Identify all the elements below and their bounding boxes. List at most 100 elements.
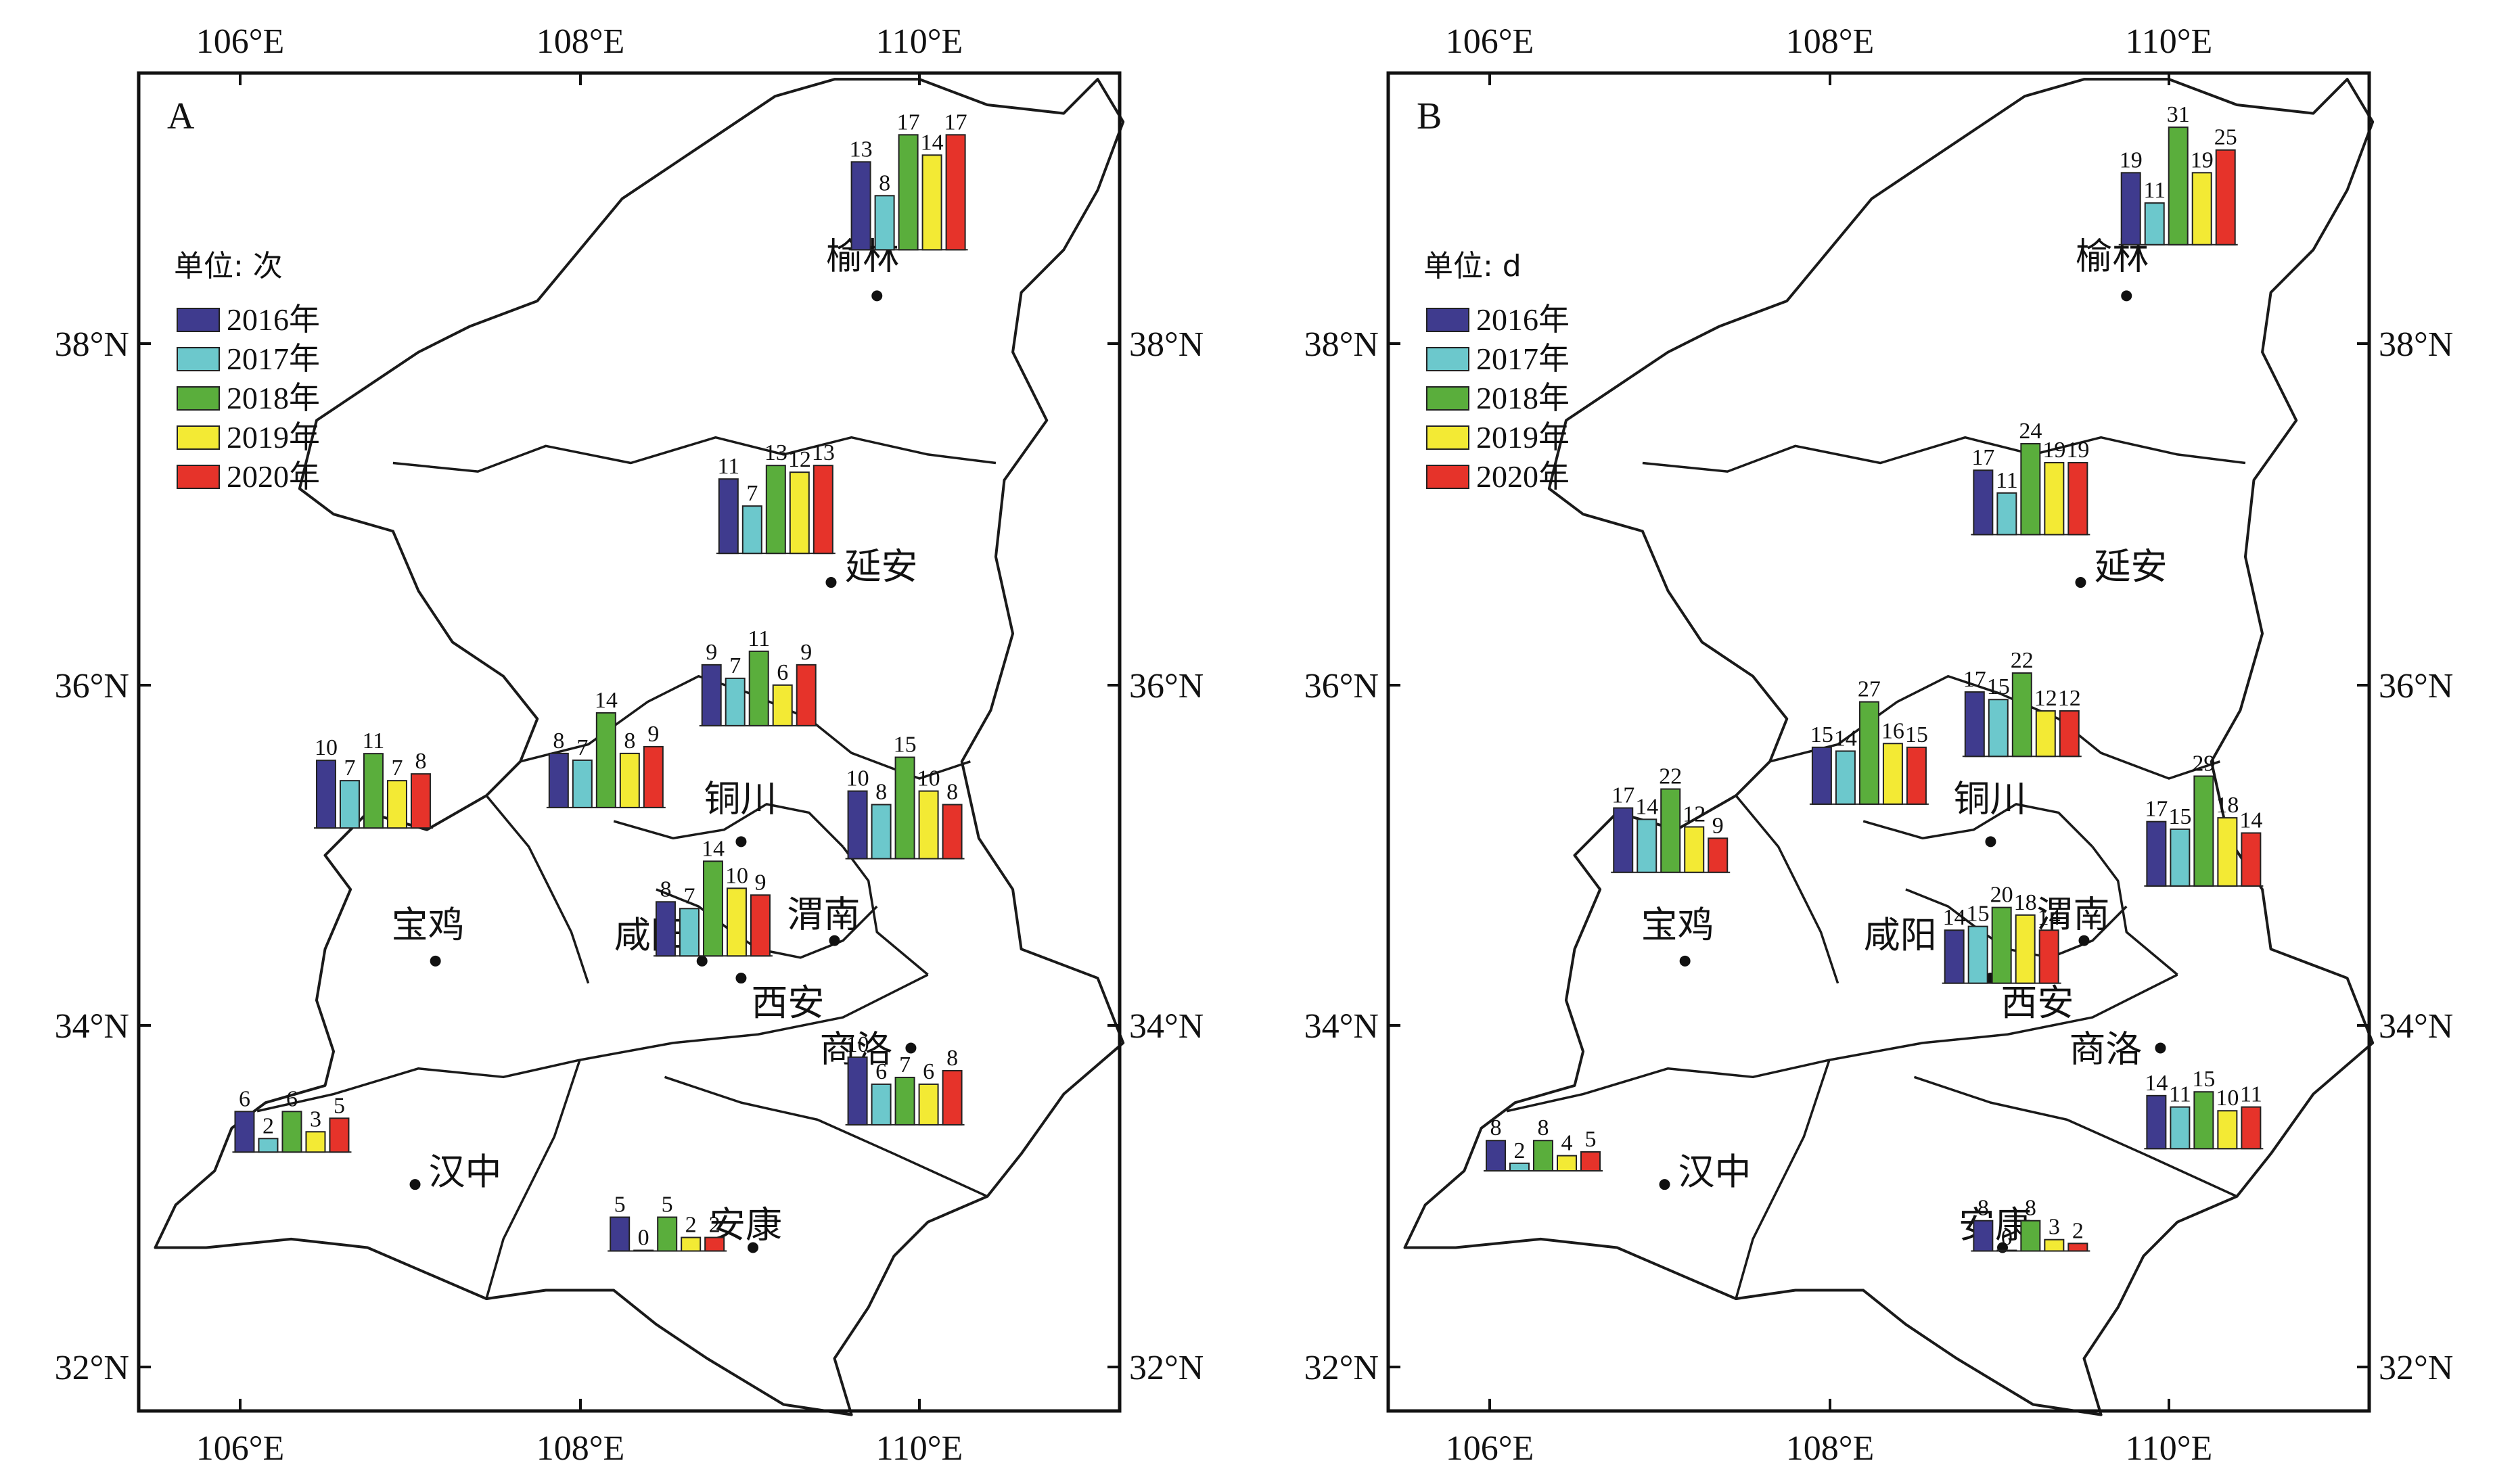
lon-tick-label-top: 106°E — [196, 22, 285, 61]
bar — [2191, 172, 2212, 246]
legend-swatch — [177, 425, 220, 450]
bar — [921, 154, 942, 251]
bar — [2168, 126, 2189, 246]
legend-swatch — [177, 308, 220, 332]
city-name-label: 宝鸡 — [392, 904, 465, 946]
bar — [619, 752, 640, 808]
legend-title: 单位: 次 — [174, 249, 283, 283]
bar-value-label: 8 — [1490, 1115, 1501, 1140]
bar — [2011, 672, 2032, 758]
bar — [1613, 807, 1634, 873]
legend-swatch — [1426, 308, 1469, 332]
bar — [2020, 443, 2041, 536]
city-name-label: 咸阳 — [614, 914, 687, 956]
city-name-label: 商洛 — [2069, 1027, 2142, 1070]
bar-value-label: 3 — [2049, 1215, 2060, 1240]
city-boundary — [485, 795, 590, 984]
bar — [2067, 1243, 2088, 1252]
lon-tick-label-bottom: 106°E — [1446, 1429, 1534, 1468]
bar — [1973, 1220, 1994, 1252]
lat-tick-label-left: 38°N — [55, 325, 129, 364]
bar-value-label: 11 — [1996, 468, 2018, 493]
bar-value-label: 17 — [897, 110, 920, 135]
bar — [610, 1216, 631, 1252]
city-name-label: 汉中 — [1678, 1151, 1752, 1193]
bar — [726, 887, 747, 957]
bar-value-label: 8 — [1537, 1115, 1549, 1140]
bar-value-label: 15 — [2168, 804, 2191, 829]
bar-value-label: 10 — [2216, 1086, 2239, 1111]
bar — [2215, 149, 2236, 246]
bar — [1835, 750, 1856, 805]
city-name-label: 西安 — [2000, 981, 2074, 1024]
lon-tick-label-top: 106°E — [1446, 22, 1534, 61]
bar-value-label: 7 — [899, 1052, 911, 1077]
bar — [2241, 832, 2262, 887]
bar-value-label: 12 — [788, 447, 811, 472]
bar-value-label: 8 — [946, 780, 958, 805]
bar-value-label: 0 — [638, 1226, 649, 1251]
bar — [386, 780, 407, 829]
bar-value-label: 7 — [576, 735, 588, 760]
bar-value-label: 9 — [754, 870, 766, 895]
bar — [750, 894, 771, 957]
lon-tick-label-bottom: 110°E — [2126, 1429, 2213, 1468]
bar-value-label: 14 — [702, 836, 725, 861]
bar-value-label: 6 — [286, 1086, 298, 1111]
bar-value-label: 11 — [2169, 1082, 2191, 1107]
bar-value-label: 6 — [875, 1059, 887, 1084]
bar-value-label: 22 — [1659, 764, 1682, 789]
bar — [679, 908, 700, 957]
lat-tick-label-right: 36°N — [1129, 667, 1204, 705]
bar-value-label: 7 — [344, 756, 355, 781]
bar-value-label: 14 — [1635, 794, 1658, 819]
bar — [942, 1069, 963, 1126]
city-name-label: 渭南 — [2037, 894, 2110, 936]
bar — [329, 1117, 350, 1153]
bar-value-label: 11 — [2240, 1082, 2262, 1107]
bar-value-label: 7 — [729, 653, 741, 678]
bar — [2144, 202, 2165, 246]
bar — [874, 195, 895, 251]
city-name-label: 汉中 — [429, 1151, 502, 1193]
city-boundary — [1913, 1075, 2238, 1198]
bar — [315, 760, 336, 829]
bar-value-label: 9 — [706, 640, 717, 665]
bar-value-label: 2 — [685, 1213, 697, 1238]
bar-value-label: 5 — [614, 1192, 626, 1218]
bar — [701, 664, 722, 726]
bar — [2120, 172, 2141, 246]
legend-item: 2016年 — [1476, 302, 1570, 337]
bar-value-label: 19 — [2042, 438, 2065, 463]
bar-value-label: 15 — [1967, 902, 1990, 927]
bar — [918, 1083, 939, 1126]
city-boundary — [842, 845, 929, 976]
city-name-label: 延安 — [844, 545, 917, 588]
legend-swatch — [177, 465, 220, 489]
legend-title: 单位: d — [1423, 249, 1522, 283]
bar-value-label: 24 — [2019, 419, 2042, 444]
legend-item: 2017年 — [227, 342, 320, 376]
city-dot — [2078, 935, 2090, 946]
city-boundary — [1769, 674, 2220, 780]
bar — [281, 1111, 302, 1153]
bar — [2170, 828, 2191, 887]
city-dot — [1659, 1179, 1670, 1190]
bar — [847, 1056, 868, 1126]
bar — [1973, 469, 1994, 536]
city-dot — [1679, 955, 1691, 967]
legend-item: 2016年 — [227, 302, 320, 337]
bar-value-label: 8 — [415, 749, 426, 774]
bar — [871, 804, 892, 860]
bar-value-label: 2 — [1513, 1138, 1525, 1163]
legend-item: 2017年 — [1476, 342, 1570, 376]
bar — [234, 1111, 255, 1153]
